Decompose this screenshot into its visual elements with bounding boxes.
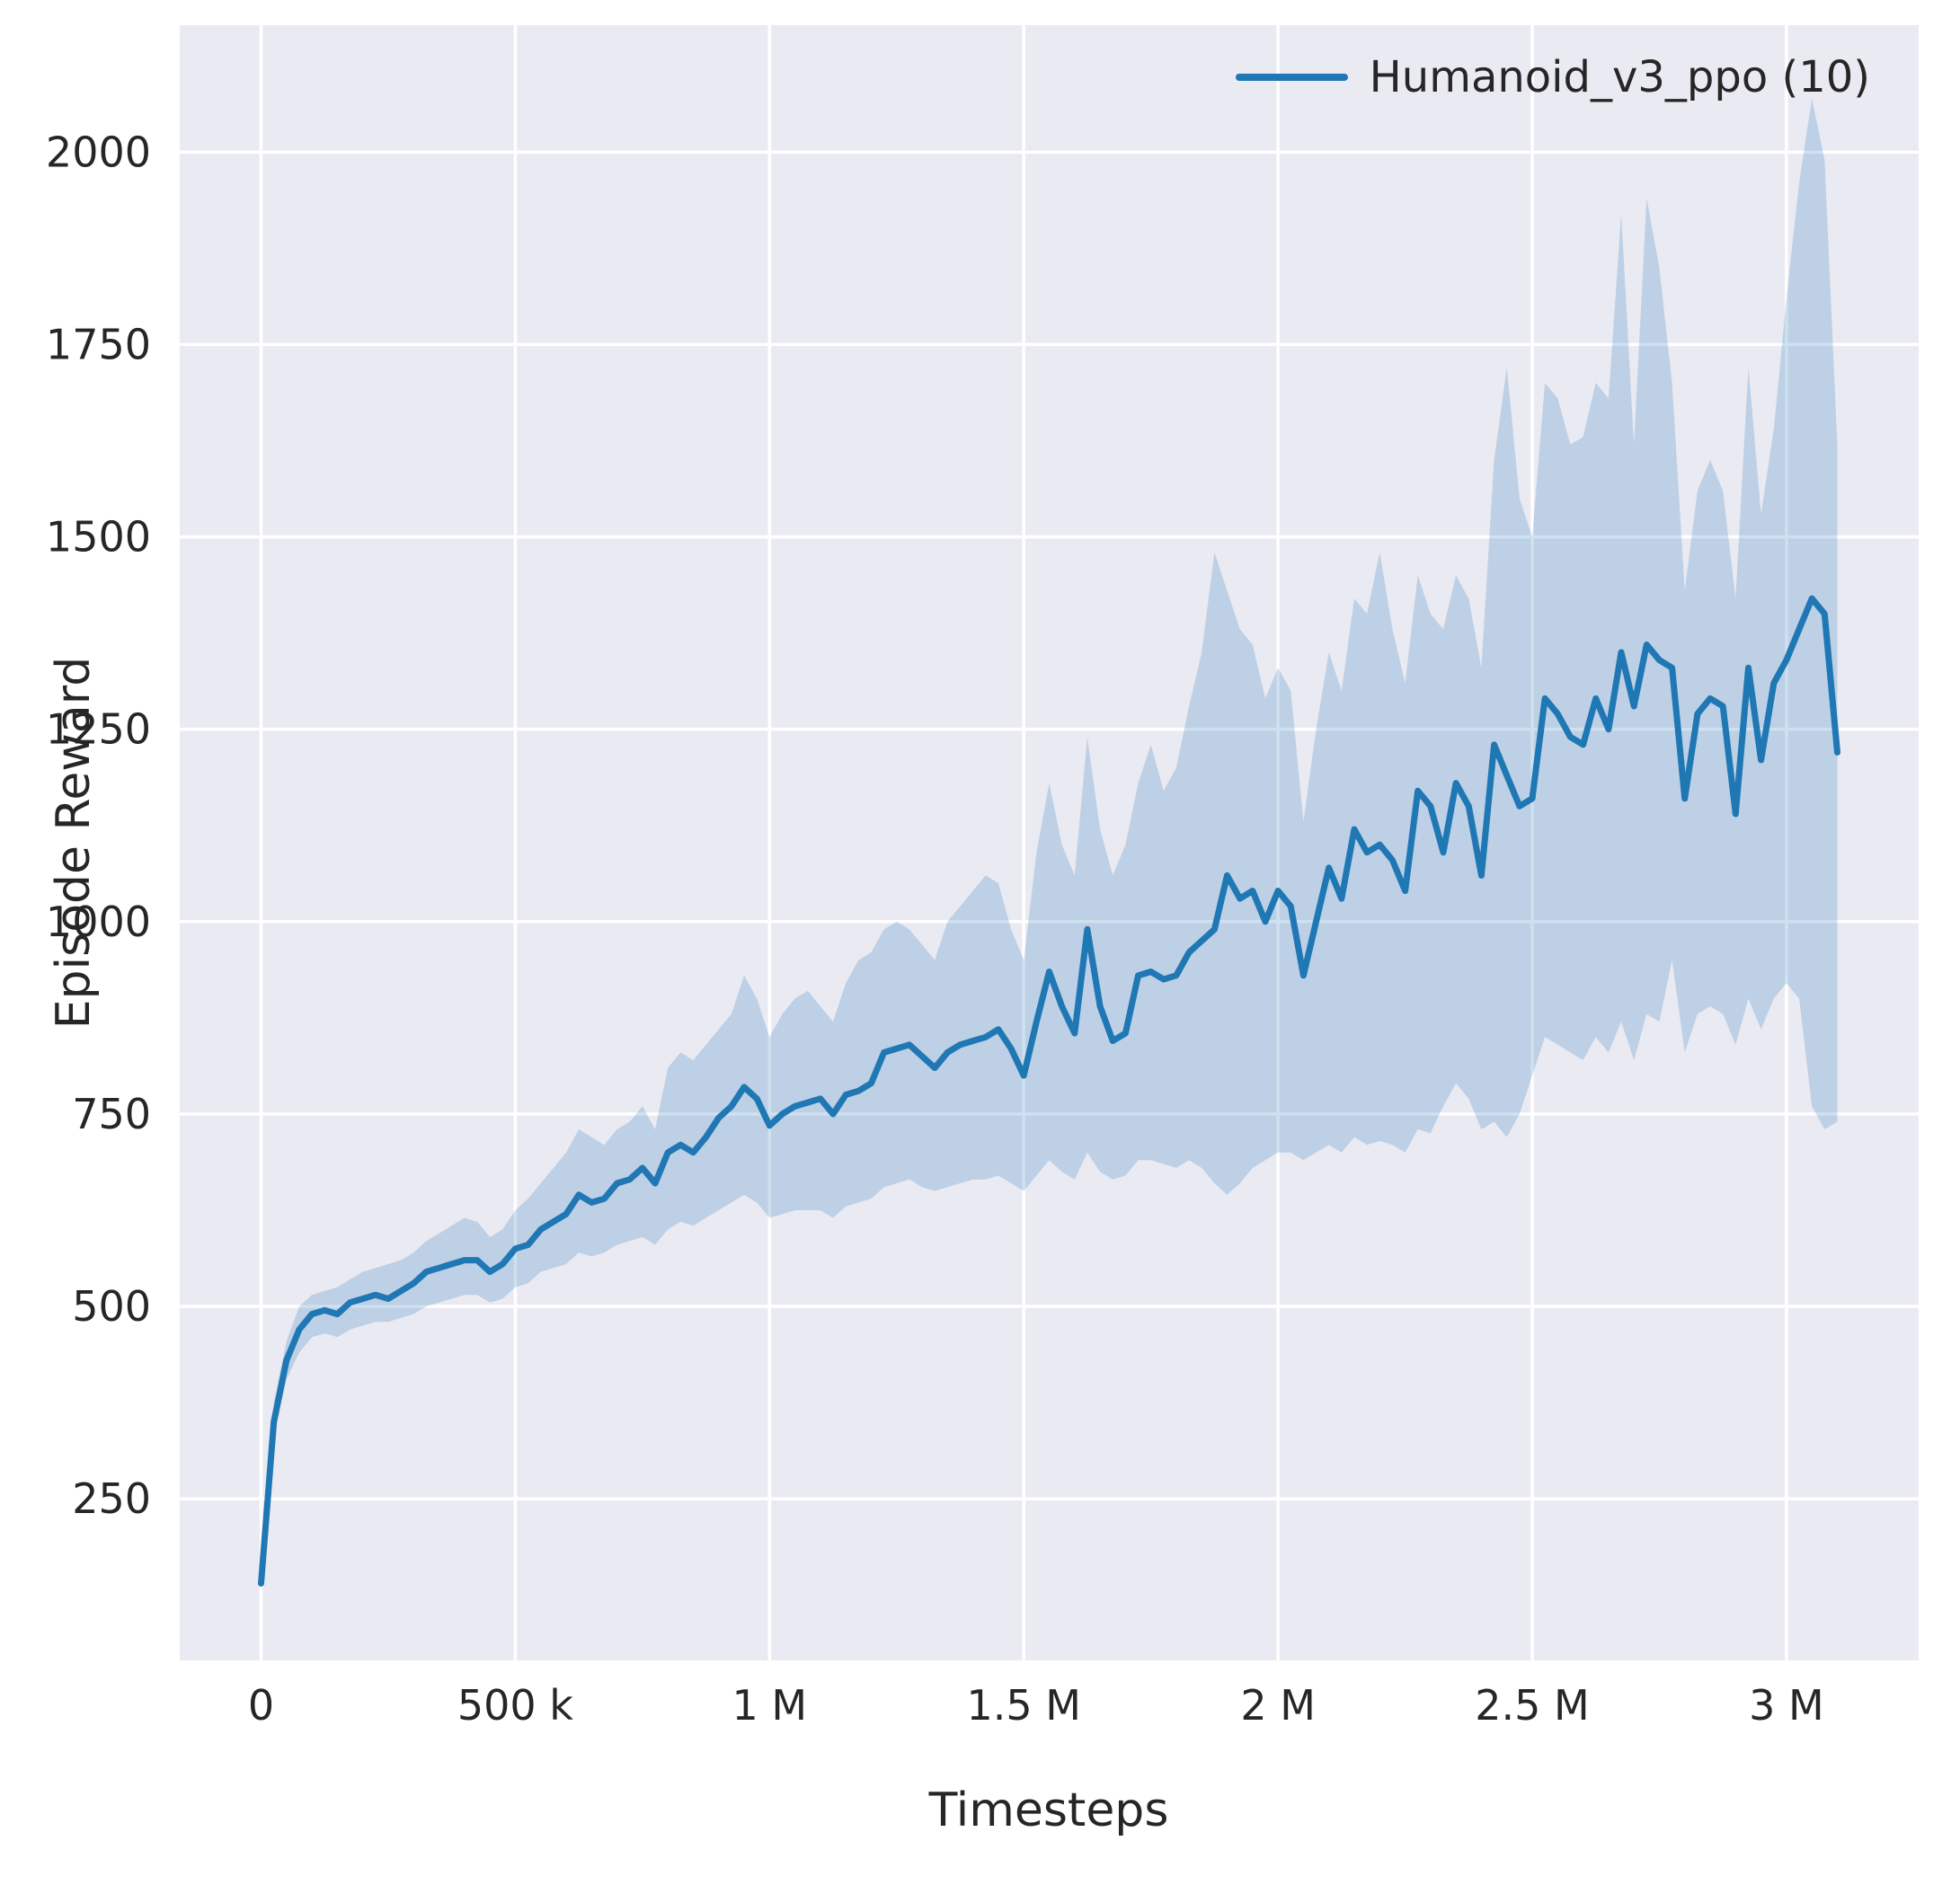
y-axis-label: Episode Reward bbox=[47, 656, 101, 1030]
x-tick-label: 3 M bbox=[1749, 1681, 1824, 1730]
x-tick-label: 1 M bbox=[732, 1681, 808, 1730]
legend-label: Humanoid_v3_ppo (10) bbox=[1369, 52, 1870, 102]
legend-line-sample bbox=[1235, 74, 1348, 81]
y-tick-label: 250 bbox=[72, 1474, 151, 1523]
y-tick-label: 1500 bbox=[46, 513, 151, 562]
confidence-band bbox=[261, 98, 1838, 1588]
x-tick-label: 500 k bbox=[457, 1681, 573, 1730]
axes-background bbox=[180, 25, 1919, 1660]
legend: Humanoid_v3_ppo (10) bbox=[1235, 52, 1870, 102]
y-tick-label: 1000 bbox=[46, 898, 151, 946]
x-tick-label: 2.5 M bbox=[1475, 1681, 1589, 1730]
mean-line bbox=[258, 595, 1840, 1587]
x-axis-label: Timesteps bbox=[928, 1783, 1169, 1837]
y-tick-label: 1250 bbox=[46, 705, 151, 754]
y-tick-label: 1750 bbox=[46, 320, 151, 368]
x-tick-label: 1.5 M bbox=[966, 1681, 1080, 1730]
x-tick-label: 2 M bbox=[1240, 1681, 1316, 1730]
y-tick-label: 500 bbox=[72, 1282, 151, 1331]
x-tick-label: 0 bbox=[248, 1681, 274, 1730]
y-tick-label: 750 bbox=[72, 1090, 151, 1138]
y-tick-label: 2000 bbox=[46, 128, 151, 176]
